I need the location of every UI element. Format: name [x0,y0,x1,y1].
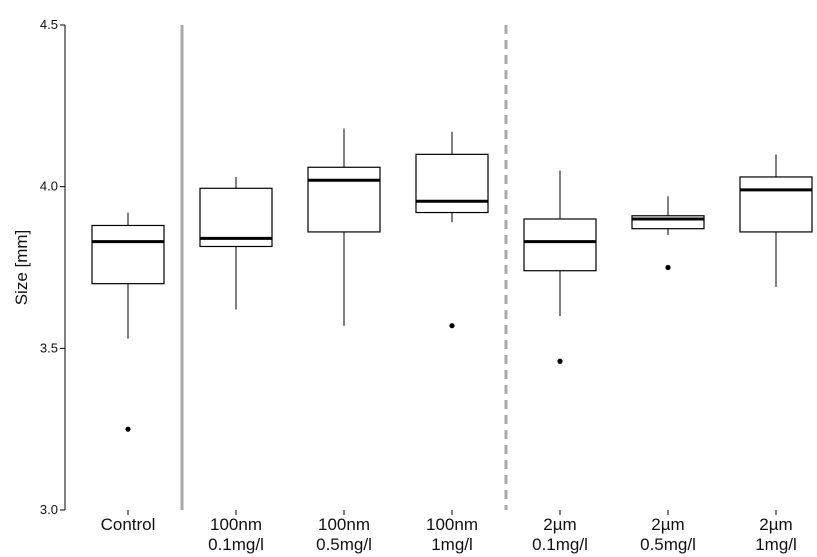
x-tick-label-line2: 0.5mg/l [316,535,372,554]
y-tick-label: 4.5 [40,17,58,32]
y-tick-label: 3.5 [40,340,58,355]
outlier-point [665,264,671,271]
box-group [199,176,273,310]
box-iqr [415,153,489,214]
box-iqr [739,176,813,233]
box-group [739,154,813,287]
y-tick-label: 3.0 [40,502,58,517]
boxes-layer [91,128,813,432]
box-group [91,212,165,432]
x-tick-label-line1: Control [101,515,156,534]
x-tick-label-line2: 0.1mg/l [532,535,588,554]
box-group [523,170,597,364]
box-iqr [91,224,165,285]
y-ticks: 3.0 3.5 4.0 4.5 [40,17,65,517]
box-iqr [523,218,597,272]
x-tick-label-line2: 1mg/l [755,535,797,554]
y-axis-title: Size [mm] [12,230,31,306]
outlier-point [125,426,131,432]
y-tick-label: 4.0 [40,179,58,194]
outlier-point [557,358,563,364]
x-tick-label-line1: 2µm [651,515,684,534]
x-tick-label-line1: 2µm [543,515,576,534]
axes-layer: 3.03.54.04.5 Control 100nm0.1mg/l100nm0.5… [12,17,797,554]
x-tick-label-line2: 1mg/l [431,535,473,554]
box-iqr [307,166,381,233]
separators-layer [180,25,508,510]
outlier-point [449,323,455,329]
x-tick-label-line1: 100nm [210,515,262,534]
x-tick-label-line1: 2µm [759,515,792,534]
x-tick-label-line1: 100nm [426,515,478,534]
x-ticks: Control 100nm0.1mg/l100nm0.5mg/l100nm1mg/… [101,510,797,554]
x-tick-label-line2: 0.1mg/l [208,535,264,554]
box-group [415,131,489,329]
box-group [307,128,381,326]
box-group [631,196,705,271]
box-iqr [199,187,273,248]
x-tick-label-line2: 0.5mg/l [640,535,696,554]
x-tick-label-line1: 100nm [318,515,370,534]
